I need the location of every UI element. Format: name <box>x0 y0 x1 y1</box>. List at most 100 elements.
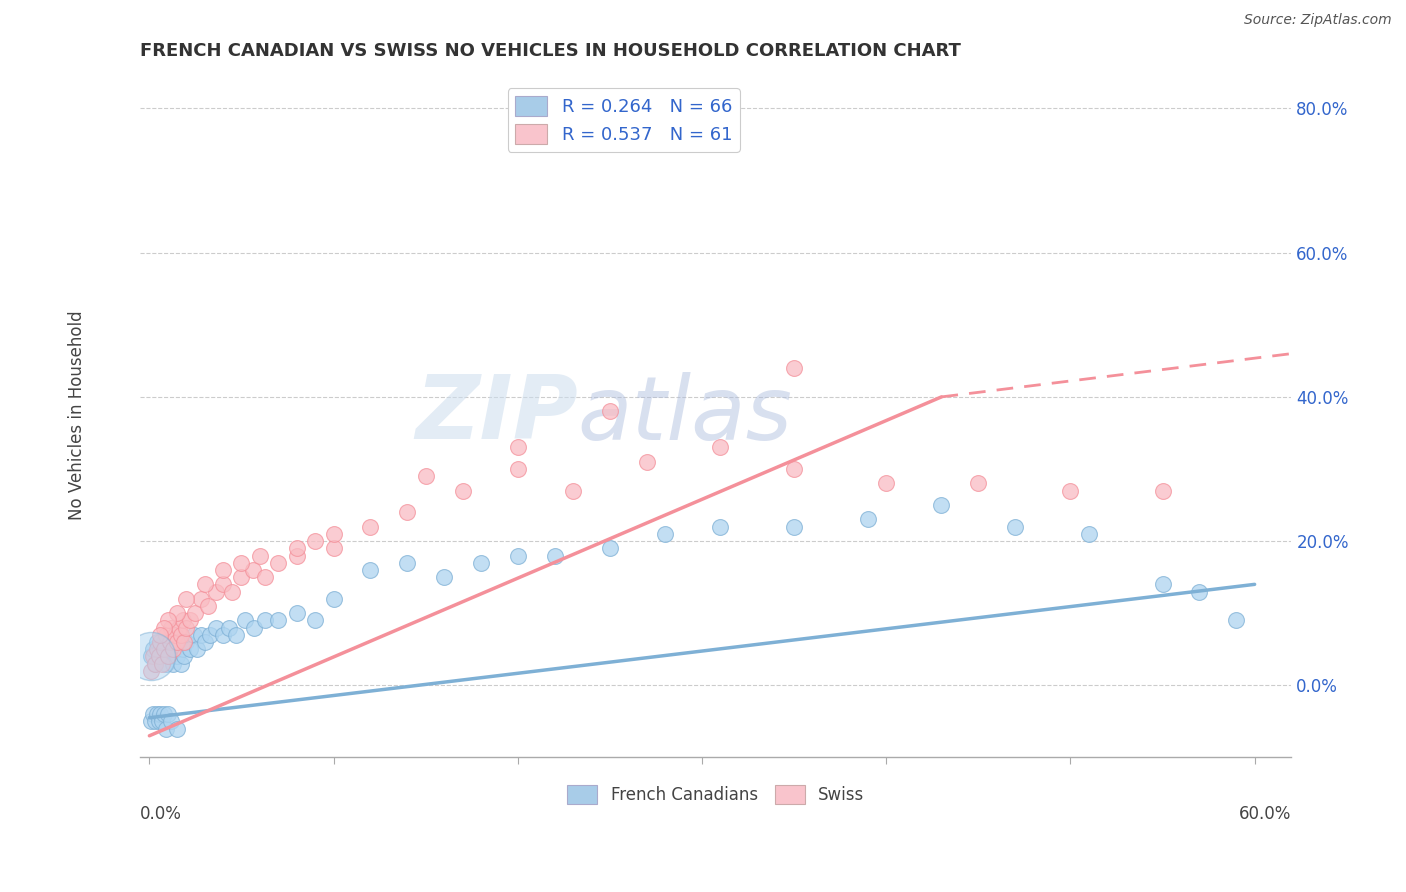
Point <box>170 657 193 671</box>
Point <box>166 722 188 736</box>
Point <box>149 628 172 642</box>
Point <box>143 657 166 671</box>
Point <box>142 642 165 657</box>
Point <box>359 563 381 577</box>
Point <box>1152 577 1174 591</box>
Point <box>150 657 173 671</box>
Point <box>141 714 163 729</box>
Point <box>225 628 247 642</box>
Point <box>709 441 731 455</box>
Point <box>156 707 179 722</box>
Point <box>148 714 170 729</box>
Point <box>198 628 221 642</box>
Point <box>166 649 188 664</box>
Point <box>156 642 179 657</box>
Point <box>145 642 167 657</box>
Point <box>304 534 326 549</box>
Point <box>543 549 565 563</box>
Point <box>148 649 170 664</box>
Point <box>599 541 621 556</box>
Point <box>231 570 253 584</box>
Point <box>167 635 190 649</box>
Point <box>249 549 271 563</box>
Point <box>162 657 184 671</box>
Point <box>396 556 419 570</box>
Point <box>174 635 197 649</box>
Point <box>145 707 167 722</box>
Text: 60.0%: 60.0% <box>1239 805 1292 823</box>
Point <box>167 621 190 635</box>
Point <box>415 469 437 483</box>
Point <box>267 556 290 570</box>
Point <box>179 642 201 657</box>
Point <box>170 628 193 642</box>
Point <box>654 527 676 541</box>
Point <box>160 621 183 635</box>
Point <box>149 635 172 649</box>
Point <box>143 714 166 729</box>
Point <box>150 649 173 664</box>
Point <box>359 519 381 533</box>
Point <box>165 628 187 642</box>
Point <box>396 505 419 519</box>
Point <box>931 498 953 512</box>
Point <box>190 591 212 606</box>
Point <box>1077 527 1099 541</box>
Point <box>156 614 179 628</box>
Point <box>243 621 266 635</box>
Point <box>204 584 226 599</box>
Point <box>212 628 235 642</box>
Point <box>242 563 264 577</box>
Point <box>142 707 165 722</box>
Point <box>562 483 585 498</box>
Point <box>506 549 529 563</box>
Point <box>254 614 277 628</box>
Point <box>174 621 197 635</box>
Point <box>148 649 170 664</box>
Point <box>173 635 195 649</box>
Point <box>1004 519 1026 533</box>
Point <box>153 642 176 657</box>
Point <box>141 649 163 664</box>
Point <box>285 541 308 556</box>
Text: No Vehicles in Household: No Vehicles in Household <box>67 310 86 520</box>
Point <box>1188 584 1211 599</box>
Point <box>636 455 658 469</box>
Point <box>183 628 205 642</box>
Point <box>172 614 194 628</box>
Point <box>197 599 219 613</box>
Point <box>1059 483 1081 498</box>
Point <box>145 635 167 649</box>
Point <box>267 614 290 628</box>
Point <box>233 614 256 628</box>
Point <box>218 621 240 635</box>
Point <box>162 642 184 657</box>
Point <box>174 591 197 606</box>
Point <box>1152 483 1174 498</box>
Point <box>451 483 474 498</box>
Point <box>166 635 188 649</box>
Point <box>506 462 529 476</box>
Legend: French Canadians, Swiss: French Canadians, Swiss <box>561 778 870 811</box>
Point <box>285 606 308 620</box>
Point <box>212 563 235 577</box>
Point <box>173 649 195 664</box>
Point <box>709 519 731 533</box>
Point <box>149 642 172 657</box>
Point <box>166 606 188 620</box>
Point <box>194 577 217 591</box>
Point <box>159 635 181 649</box>
Point <box>179 614 201 628</box>
Text: 0.0%: 0.0% <box>141 805 181 823</box>
Point <box>506 441 529 455</box>
Point <box>875 476 897 491</box>
Point <box>231 556 253 570</box>
Point <box>967 476 990 491</box>
Point <box>172 642 194 657</box>
Text: atlas: atlas <box>578 372 793 458</box>
Point <box>856 512 879 526</box>
Point <box>599 404 621 418</box>
Point <box>153 707 176 722</box>
Text: Source: ZipAtlas.com: Source: ZipAtlas.com <box>1244 13 1392 28</box>
Point <box>190 628 212 642</box>
